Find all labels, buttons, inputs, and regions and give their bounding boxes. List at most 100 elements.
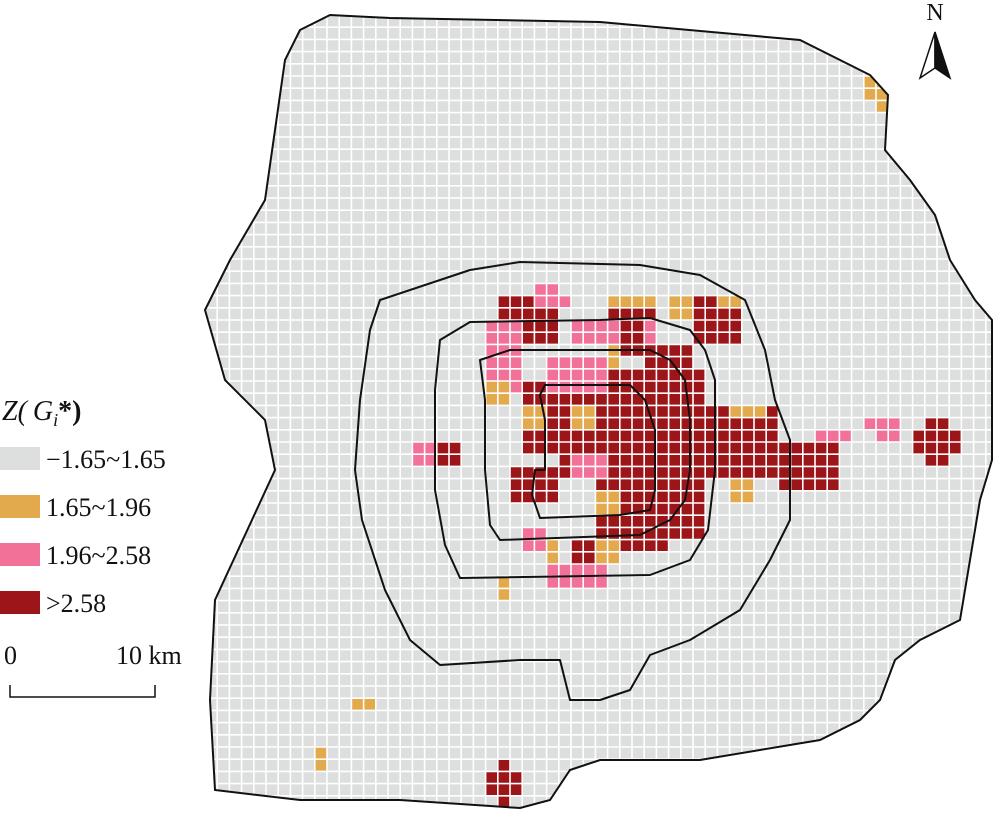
legend-label: −1.65~1.65 — [46, 445, 166, 474]
hotspot-cell — [583, 381, 596, 394]
hotspot-cell — [741, 490, 754, 503]
hotspot-cell — [766, 442, 779, 455]
hotspot-cell — [693, 307, 706, 320]
hotspot-cell — [644, 442, 657, 455]
hotspot-cell — [595, 539, 608, 552]
hotspot-cell — [619, 368, 632, 381]
hotspot-cell — [802, 454, 815, 467]
hotspot-cell — [693, 332, 706, 345]
hotspot-cell — [583, 393, 596, 406]
hotspot-cell — [583, 417, 596, 430]
hotspot-cell — [546, 429, 559, 442]
arrow-left — [918, 31, 936, 80]
hotspot-cell — [522, 381, 535, 394]
hotspot-cell — [583, 442, 596, 455]
hotspot-cell — [510, 320, 523, 333]
hotspot-cell — [656, 356, 669, 369]
hotspot-cell — [497, 759, 510, 772]
hotspot-cell — [668, 490, 681, 503]
hotspot-cell — [558, 564, 571, 577]
hotspot-cell — [546, 417, 559, 430]
hotspot-cell — [888, 417, 901, 430]
hotspot-cell — [632, 442, 645, 455]
hotspot-cell — [522, 320, 535, 333]
hotspot-cell — [485, 356, 498, 369]
ring — [479, 349, 691, 541]
hotspot-cell — [680, 442, 693, 455]
hotspot-cell — [656, 454, 669, 467]
hotspot-cell — [778, 454, 791, 467]
hotspot-cell — [693, 466, 706, 479]
hotspot-cell — [436, 442, 449, 455]
hotspot-cell — [412, 442, 425, 455]
hotspot-cell — [510, 295, 523, 308]
hotspot-cell — [705, 332, 718, 345]
hotspot-cell — [522, 539, 535, 552]
hotspot-cell — [607, 429, 620, 442]
hotspot-cell — [571, 576, 584, 589]
hotspot-cell — [729, 295, 742, 308]
hotspot-cell — [644, 466, 657, 479]
hotspot-cell — [607, 490, 620, 503]
hotspot-cell — [680, 405, 693, 418]
hotspot-cell — [693, 503, 706, 516]
hotspot-cell — [790, 478, 803, 491]
hotspot-cell — [644, 320, 657, 333]
hotspot-cell — [693, 320, 706, 333]
hotspot-cell — [876, 417, 889, 430]
hotspot-cell — [632, 332, 645, 345]
hotspot-cell — [924, 429, 937, 442]
legend-title-part: G — [33, 396, 53, 427]
hotspot-cell — [583, 356, 596, 369]
hotspot-cell — [607, 307, 620, 320]
hotspot-cell — [741, 466, 754, 479]
hotspot-cell — [680, 368, 693, 381]
hotspot-cell — [607, 551, 620, 564]
hotspot-cell — [876, 76, 889, 89]
hotspot-cell — [778, 442, 791, 455]
hotspot-cell — [619, 429, 632, 442]
hotspot-cell — [534, 490, 547, 503]
hotspot-cell — [632, 490, 645, 503]
hotspot-cell — [876, 100, 889, 113]
hotspot-cell — [534, 527, 547, 540]
hotspot-cell — [510, 466, 523, 479]
hotspot-cell — [668, 393, 681, 406]
hotspot-cell — [558, 393, 571, 406]
hotspot-cell — [558, 405, 571, 418]
hotspot-cell — [571, 320, 584, 333]
hotspot-cell — [607, 527, 620, 540]
hotspot-cell — [693, 454, 706, 467]
hotspot-cell — [546, 564, 559, 577]
arrow-right — [934, 31, 952, 80]
hotspot-cell — [595, 564, 608, 577]
hotspot-cell — [693, 381, 706, 394]
hotspot-cell — [741, 478, 754, 491]
hotspot-cell — [827, 442, 840, 455]
hotspot-cell — [668, 356, 681, 369]
hotspot-cell — [546, 283, 559, 296]
hotspot-cell — [863, 88, 876, 101]
ring — [434, 317, 716, 579]
hotspot-cell — [668, 381, 681, 394]
hotspot-cell — [656, 527, 669, 540]
ring — [531, 384, 656, 519]
hotspot-cell — [546, 576, 559, 589]
hotspot-cell — [693, 527, 706, 540]
hotspot-cell — [546, 405, 559, 418]
hotspot-cell — [644, 381, 657, 394]
hotspot-cell — [632, 478, 645, 491]
hotspot-cell — [558, 295, 571, 308]
hotspot-cell — [595, 503, 608, 516]
hotspot-cell — [497, 295, 510, 308]
hotspot-cell — [571, 564, 584, 577]
hotspot-cell — [497, 783, 510, 796]
hotspot-cell — [619, 320, 632, 333]
hotspot-cell — [937, 442, 950, 455]
hotspot-cell — [729, 417, 742, 430]
hotspot-cell — [644, 295, 657, 308]
hotspot-cell — [351, 698, 364, 711]
hotspot-cell — [607, 478, 620, 491]
hotspot-cell — [510, 771, 523, 784]
